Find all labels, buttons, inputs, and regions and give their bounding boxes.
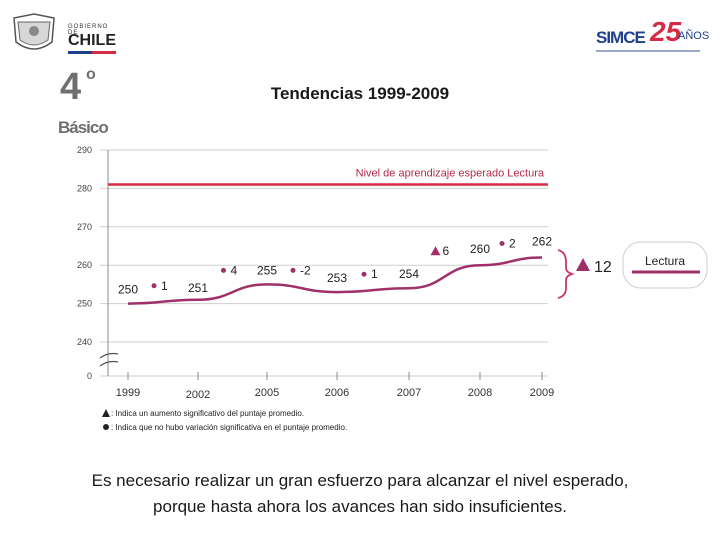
axis-break-lower [99, 360, 119, 367]
axis-break-upper [99, 352, 119, 359]
y-tick-label-4: 250 [77, 299, 92, 309]
y-tick-label-6: 0 [87, 371, 92, 381]
grade-word: Básico [58, 118, 109, 137]
logo-line2: CHILE [68, 32, 116, 49]
change-dot-icon-3 [361, 271, 367, 277]
total-change-label: 12 [594, 259, 612, 276]
y-tick-label-2: 270 [77, 222, 92, 232]
change-label-2: -2 [300, 263, 311, 277]
value-label-2009: 262 [532, 235, 552, 249]
chart-title: Tendencias 1999-2009 [270, 84, 450, 103]
total-change-brace [557, 249, 575, 299]
change-triangle-icon-4 [430, 246, 441, 256]
series-line-lectura [127, 256, 543, 305]
note-triangle-icon [102, 409, 110, 417]
total-change-triangle-icon [576, 258, 590, 271]
change-dot-icon-5 [499, 241, 505, 247]
change-label-1: 4 [231, 263, 238, 277]
note-dot-icon [103, 424, 109, 430]
x-tick-label-4: 2007 [397, 387, 421, 399]
x-tick-label-0: 1999 [116, 387, 140, 399]
logo-line1: GOBIERNO DE [68, 24, 109, 36]
change-dot-icon-0 [151, 283, 157, 289]
simce-logo-underline [596, 50, 700, 52]
x-tick-label-2: 2005 [255, 387, 279, 399]
x-tick-label-1: 2002 [186, 389, 210, 401]
simce-logo-text: SIMCE [596, 28, 646, 47]
value-label-2002: 251 [188, 281, 208, 295]
grade-superscript: o [86, 66, 96, 83]
x-tick-label-3: 2006 [325, 387, 349, 399]
x-tick-label-6: 2009 [530, 387, 554, 399]
value-label-2005: 255 [257, 263, 277, 277]
value-label-1999: 250 [118, 283, 138, 297]
legend-label: Lectura [645, 254, 685, 268]
value-label-2008: 260 [470, 242, 490, 256]
legend-box [622, 241, 708, 289]
y-tick-label-3: 260 [77, 260, 92, 270]
change-label-5: 2 [509, 237, 516, 251]
simce-logo-years: 25 [650, 16, 682, 47]
y-tick-label-1: 280 [77, 183, 92, 193]
value-label-2007: 254 [399, 267, 419, 281]
logo-flag-bar [68, 51, 116, 54]
grade-badge: 4 o Básico [58, 66, 120, 138]
chile-shield-icon [13, 13, 55, 50]
reference-line-label: Nivel de aprendizaje esperado Lectura [356, 168, 545, 180]
grade-number: 4 [60, 66, 82, 108]
simce-logo-suffix: AÑOS [678, 30, 710, 42]
note-increase: : Indica un aumento significativo del pu… [111, 409, 304, 418]
change-dot-icon-2 [290, 267, 296, 273]
change-dot-icon-1 [221, 267, 226, 273]
footer-line1: Es necesario realizar un gran esfuerzo p… [91, 471, 629, 490]
note-no-change: : Indica que no hubo variación significa… [111, 423, 347, 432]
y-tick-label-5: 240 [77, 337, 92, 347]
footer-line2: porque hasta ahora los avances han sido … [153, 497, 567, 516]
change-label-3: 1 [371, 267, 378, 281]
x-tick-label-5: 2008 [468, 387, 492, 399]
value-label-2006: 253 [327, 271, 347, 285]
change-label-0: 1 [161, 279, 168, 293]
gobierno-de-chile-logo: GOBIERNO DE CHILE [10, 12, 120, 58]
change-label-4: 6 [443, 244, 450, 258]
simce-logo: SIMCE 25 AÑOS [592, 16, 710, 62]
y-tick-label-0: 290 [77, 145, 92, 155]
footer-message: Es necesario realizar un gran esfuerzo p… [40, 468, 680, 520]
